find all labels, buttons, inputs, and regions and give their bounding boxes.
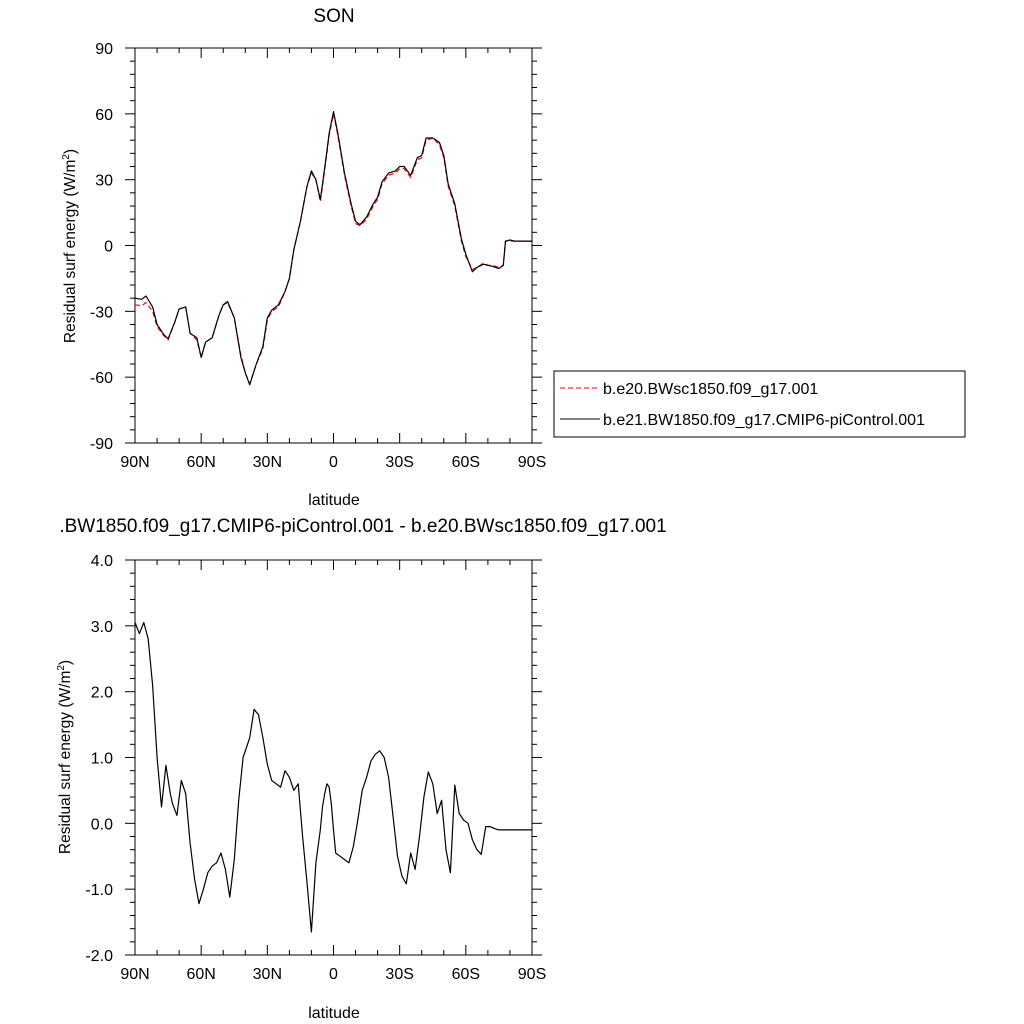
legend-box: [553, 370, 966, 438]
bottom-chart-title: .BW1850.f09_g17.CMIP6-piControl.001 - b.…: [59, 516, 666, 537]
top-series-line-solid: [134, 110, 532, 386]
bottom-x-tick-label: 30N: [253, 966, 282, 983]
bottom-x-tick-label: 60S: [452, 966, 480, 983]
bottom-y-tick-label: 4.0: [91, 553, 113, 570]
legend-entry-1: b.e20.BWsc1850.f09_g17.001: [603, 381, 818, 398]
bottom-x-tick-label: 0: [329, 966, 338, 983]
top-y-tick-label: 60: [95, 107, 113, 124]
bottom-y-tick-label: -1.0: [85, 882, 113, 899]
bottom-y-tick-label: 3.0: [91, 619, 113, 636]
legend: b.e20.BWsc1850.f09_g17.001 b.e21.BW1850.…: [553, 370, 966, 438]
legend-entry-2: b.e21.BW1850.f09_g17.CMIP6-piControl.001: [603, 412, 925, 429]
bottom-plot-frame: [134, 559, 533, 956]
bottom-y-tick-label: 0.0: [91, 816, 113, 833]
top-y-tick-label: -60: [90, 370, 113, 387]
bottom-x-tick-label: 60N: [186, 966, 215, 983]
top-x-axis-label: latitude: [308, 492, 360, 509]
top-x-tick-label: 60N: [186, 454, 215, 471]
top-series-group: [134, 110, 532, 386]
bottom-y-axis-label: Residual surf energy (W/m2): [56, 660, 74, 854]
top-panel: SON Residual surf energy (W/m2) latitude…: [61, 6, 546, 509]
bottom-y-tick-label: -2.0: [85, 948, 113, 965]
top-series-line-dashed: [134, 113, 532, 385]
top-y-axis-label: Residual surf energy (W/m2): [61, 149, 79, 343]
top-x-tick-label: 90S: [518, 454, 546, 471]
bottom-series-group: [134, 621, 532, 933]
bottom-x-tick-label: 30S: [385, 966, 413, 983]
top-y-tick-label: -30: [90, 304, 113, 321]
bottom-x-axis-label: latitude: [308, 1005, 360, 1022]
bottom-x-tick-label: 90N: [120, 966, 149, 983]
bottom-axis-ticks: 90N 60N 30N 0 30S 60S 90S -2.0 -1.0 0.0 1.0 2.0 3.0 4…: [85, 553, 546, 983]
top-y-tick-label: -90: [90, 436, 113, 453]
bottom-y-tick-label: 2.0: [91, 685, 113, 702]
top-y-tick-label: 0: [104, 239, 113, 256]
bottom-x-tick-label: 90S: [518, 966, 546, 983]
top-plot-frame: [134, 47, 533, 444]
top-chart-title: SON: [313, 6, 354, 27]
bottom-series-line-solid: [134, 621, 532, 933]
top-x-tick-label: 60S: [452, 454, 480, 471]
top-x-tick-label: 90N: [120, 454, 149, 471]
top-y-tick-label: 90: [95, 41, 113, 58]
top-y-tick-label: 30: [95, 173, 113, 190]
top-axis-ticks: 90N 60N 30N 0 30S 60S 90S -90 -60 -30 0 30 60 90: [90, 41, 546, 471]
top-x-tick-label: 0: [329, 454, 338, 471]
top-x-tick-label: 30N: [253, 454, 282, 471]
bottom-y-tick-label: 1.0: [91, 751, 113, 768]
bottom-panel: .BW1850.f09_g17.CMIP6-piControl.001 - b.…: [56, 516, 667, 1022]
top-x-tick-label: 30S: [385, 454, 413, 471]
